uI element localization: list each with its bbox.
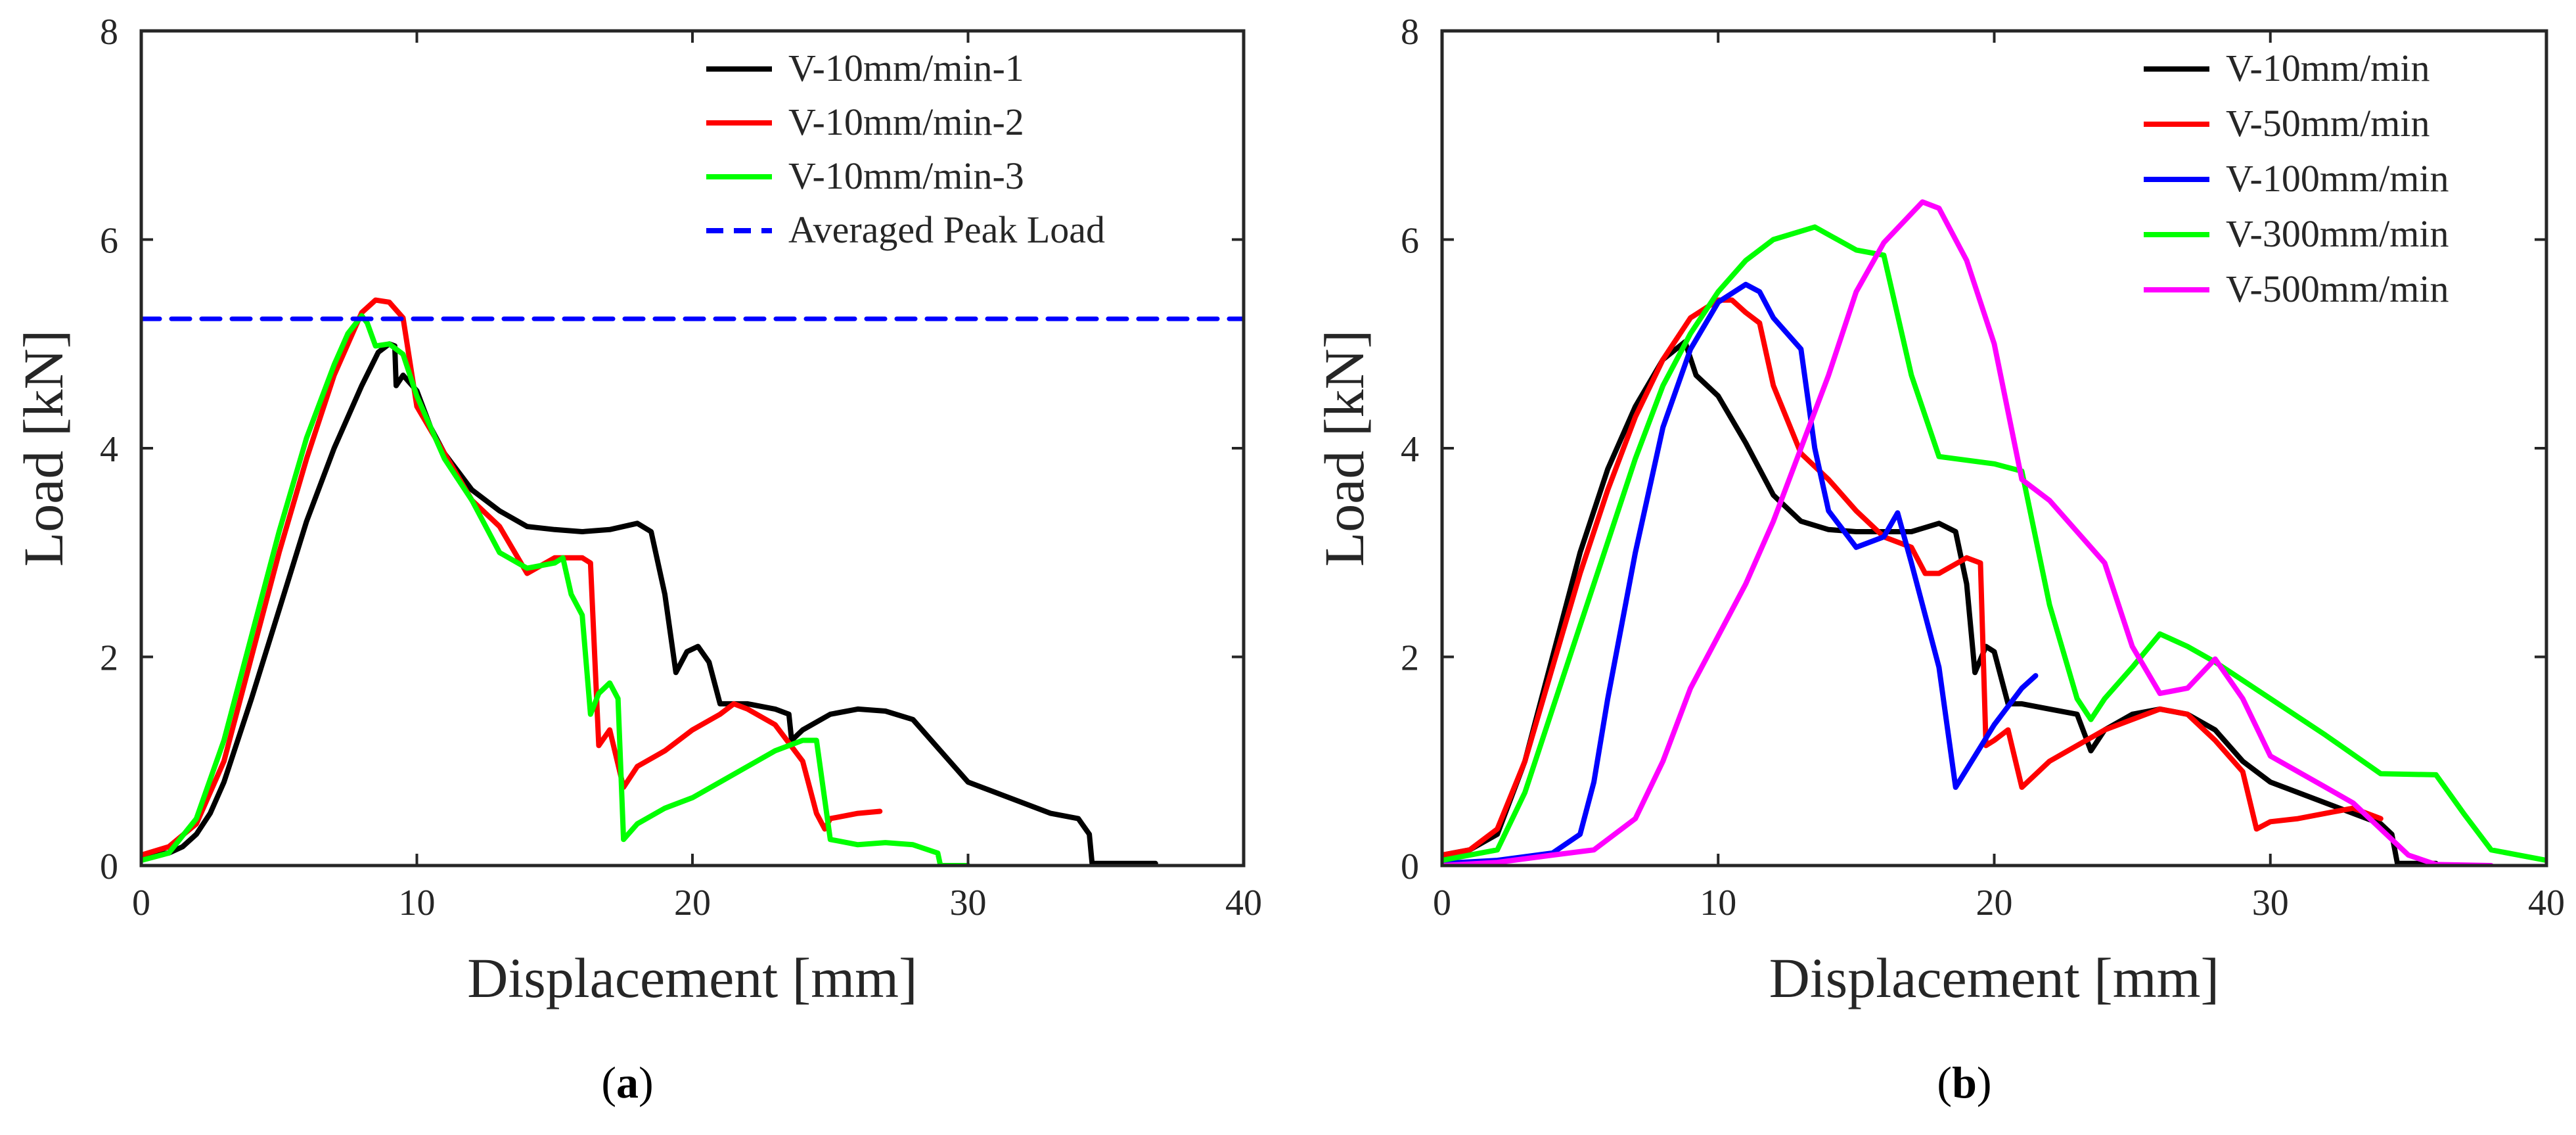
panel-a-axes-box [139,29,1246,868]
panel-b-series-1-line [1442,297,2384,858]
panel-a-x-axis-label: Displacement [mm] [467,946,917,1009]
panel-a-legend-label-0: V-10mm/min-1 [788,47,1024,89]
panel-a-xtick-label: 20 [674,883,711,923]
panel-a-ytick-label: 6 [100,221,118,262]
panel-a-xtick-label: 40 [1225,883,1262,923]
panel-a-ytick-label: 4 [100,429,118,470]
panel-b-plot-area [1442,199,2546,866]
panel-b-ytick-label: 2 [1401,638,1419,679]
panel-b: 0 10 20 30 40 0 2 4 6 8 Displacement [mm] Load [kN]… [1313,12,2565,1107]
panel-a-ytick-label: 2 [100,638,118,679]
panel-b-y-axis-label: Load [kN] [1313,330,1376,567]
panel-a-series-1-line [141,297,883,858]
panel-b-legend-label-0: V-10mm/min [2226,47,2429,89]
panel-b-legend-label-3: V-300mm/min [2226,212,2449,255]
panel-b-caption-label: (b) [1937,1057,1991,1107]
panel-b-xtick-label: 40 [2528,883,2565,923]
panel-a-legend-label-2: V-10mm/min-3 [788,154,1024,197]
panel-b-ytick-label: 4 [1401,429,1419,470]
panel-b-series-3-line [1442,224,2546,864]
panel-a-legend-label-1: V-10mm/min-2 [788,101,1024,143]
panel-b-xtick-label: 10 [1700,883,1736,923]
panel-a-caption-label: (a) [601,1057,653,1107]
panel-b-legend-label-4: V-500mm/min [2226,267,2449,310]
panel-a-ytick-label: 8 [100,12,118,53]
panel-a-xtick-label: 0 [132,883,150,923]
panel-b-ytick-label: 6 [1401,221,1419,262]
panel-a-plot-area [141,297,1244,866]
panel-b-legend-label-2: V-100mm/min [2226,157,2449,200]
panel-b-xtick-label: 20 [1976,883,2013,923]
panel-a-legend-label-3: Averaged Peak Load [788,208,1105,251]
panel-b-legend: V-10mm/min V-50mm/min V-100mm/min V-300mm/m… [2144,47,2449,310]
panel-a-xtick-label: 10 [399,883,436,923]
panel-b-xtick-label: 0 [1433,883,1451,923]
panel-b-series-4-line [1442,199,2494,866]
panel-b-series-2-line [1442,281,2039,866]
panel-a-legend: V-10mm/min-1 V-10mm/min-2 V-10mm/min-3 Aver… [706,47,1105,251]
panel-b-xtick-label: 30 [2252,883,2289,923]
panel-b-ytick-label: 0 [1401,846,1419,887]
panel-b-series-0-line [1442,339,2439,866]
panel-a-series-0-line [141,341,1158,866]
panel-b-ytick-label: 8 [1401,12,1419,53]
panel-b-x-axis-label: Displacement [mm] [1769,946,2219,1009]
panel-a-y-axis-label: Load [kN] [12,330,75,567]
panel-a-ytick-label: 0 [100,846,118,887]
panel-b-legend-label-1: V-50mm/min [2226,102,2429,145]
panel-a-series-2-line [141,313,971,866]
panel-a-xtick-label: 30 [950,883,987,923]
panel-a: 0 10 20 30 40 0 2 4 6 8 Displacement [mm] Load [kN]… [12,12,1262,1107]
